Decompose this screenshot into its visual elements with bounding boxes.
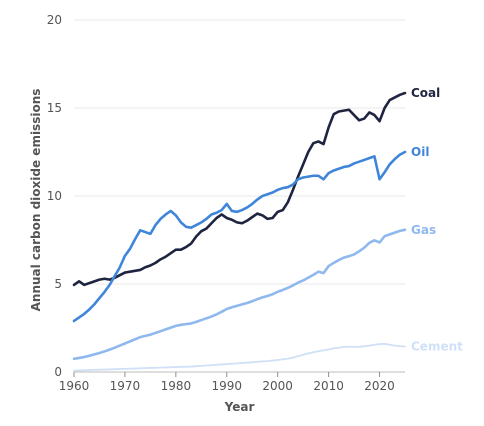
y-axis-title: Annual carbon dioxide emissions — [29, 89, 43, 312]
series-label-coal: Coal — [411, 86, 440, 100]
y-tick-label: 20 — [47, 13, 62, 27]
x-tick-label: 2010 — [313, 379, 344, 393]
x-tick-label: 2000 — [262, 379, 293, 393]
label-layer: Coal Oil Gas Cement — [411, 86, 463, 353]
series-line-oil — [72, 150, 407, 323]
series-line-coal — [72, 91, 407, 287]
x-tick-label: 1980 — [161, 379, 192, 393]
x-tick-label: 1990 — [211, 379, 242, 393]
y-tick-label: 10 — [47, 189, 62, 203]
series-label-gas: Gas — [411, 223, 436, 237]
grid-layer — [74, 19, 405, 373]
y-tick-label: 5 — [54, 277, 62, 291]
series-label-cement: Cement — [411, 339, 463, 353]
x-tick-label: 2020 — [364, 379, 395, 393]
series-label-oil: Oil — [411, 145, 429, 159]
series-line-cement — [73, 342, 406, 372]
y-tick-label: 0 — [54, 365, 62, 379]
x-tick-label: 1960 — [59, 379, 90, 393]
series-line-gas — [72, 228, 407, 361]
series-layer — [72, 91, 407, 372]
y-tick-label: 15 — [47, 101, 62, 115]
x-axis-title: Year — [224, 400, 255, 414]
x-tick-label: 1970 — [110, 379, 141, 393]
axis-layer: 0 5 10 15 20 1960 1970 1980 1990 2000 2010 2020 — [47, 13, 405, 393]
